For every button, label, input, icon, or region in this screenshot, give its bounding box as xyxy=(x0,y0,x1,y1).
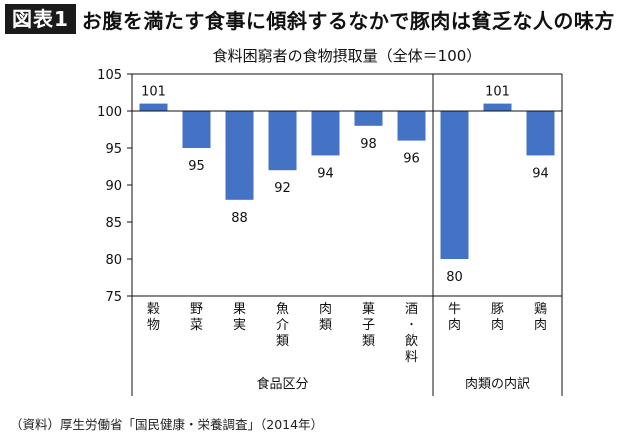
data-label: 96 xyxy=(403,152,420,167)
bar xyxy=(484,104,512,111)
x-tick-label: 料 xyxy=(405,350,418,365)
x-tick-label: ･ xyxy=(408,318,415,333)
group-label: 肉類の内訳 xyxy=(465,376,530,392)
data-label: 92 xyxy=(274,181,291,196)
bar xyxy=(269,111,297,170)
x-tick-label: 肉 xyxy=(448,318,461,333)
bar xyxy=(398,111,426,141)
bar xyxy=(527,111,555,155)
chart-title: 食料困窮者の食物摂取量（全体＝100） xyxy=(213,47,482,65)
data-label: 94 xyxy=(317,166,334,181)
x-tick-label: 類 xyxy=(319,318,332,333)
y-tick-label: 95 xyxy=(105,142,122,157)
data-label: 88 xyxy=(231,211,248,226)
y-tick-label: 105 xyxy=(97,68,122,83)
x-tick-label: 豚 xyxy=(491,302,504,317)
x-tick-label: 菜 xyxy=(190,318,203,333)
data-label: 101 xyxy=(485,85,510,100)
x-tick-label: 子 xyxy=(362,318,375,333)
data-label: 94 xyxy=(532,166,549,181)
group-label: 食品区分 xyxy=(256,376,308,392)
bar xyxy=(140,104,168,111)
x-tick-label: 果 xyxy=(233,302,246,317)
x-tick-label: 肉 xyxy=(319,302,332,317)
bar xyxy=(441,111,469,259)
source-note: （資料）厚生労働省「国民健康・栄養調査」（2014年） xyxy=(10,414,323,433)
x-tick-label: 酒 xyxy=(405,302,418,317)
x-tick-label: 肉 xyxy=(534,318,547,333)
data-label: 98 xyxy=(360,137,377,152)
y-tick-label: 80 xyxy=(105,253,122,268)
x-tick-label: 類 xyxy=(276,334,289,349)
x-tick-label: 介 xyxy=(276,318,289,333)
bar xyxy=(355,111,383,126)
data-label: 80 xyxy=(446,270,463,285)
y-tick-label: 100 xyxy=(97,105,122,120)
x-tick-label: 飲 xyxy=(405,333,418,349)
x-tick-label: 菓 xyxy=(362,302,375,317)
x-tick-label: 穀 xyxy=(147,302,160,317)
x-tick-label: 実 xyxy=(233,317,246,333)
y-tick-label: 85 xyxy=(105,216,122,231)
bar xyxy=(226,111,254,200)
bar xyxy=(312,111,340,155)
x-tick-label: 類 xyxy=(362,334,375,349)
y-tick-label: 75 xyxy=(105,290,122,305)
bar xyxy=(183,111,211,148)
data-label: 95 xyxy=(188,159,205,174)
x-tick-label: 牛 xyxy=(448,302,461,317)
x-tick-label: 野 xyxy=(190,302,203,317)
x-tick-label: 物 xyxy=(147,318,160,333)
x-tick-label: 肉 xyxy=(491,318,504,333)
x-tick-label: 魚 xyxy=(276,302,289,317)
x-tick-label: 鶏 xyxy=(534,302,547,317)
data-label: 101 xyxy=(141,85,166,100)
y-tick-label: 90 xyxy=(105,179,122,194)
